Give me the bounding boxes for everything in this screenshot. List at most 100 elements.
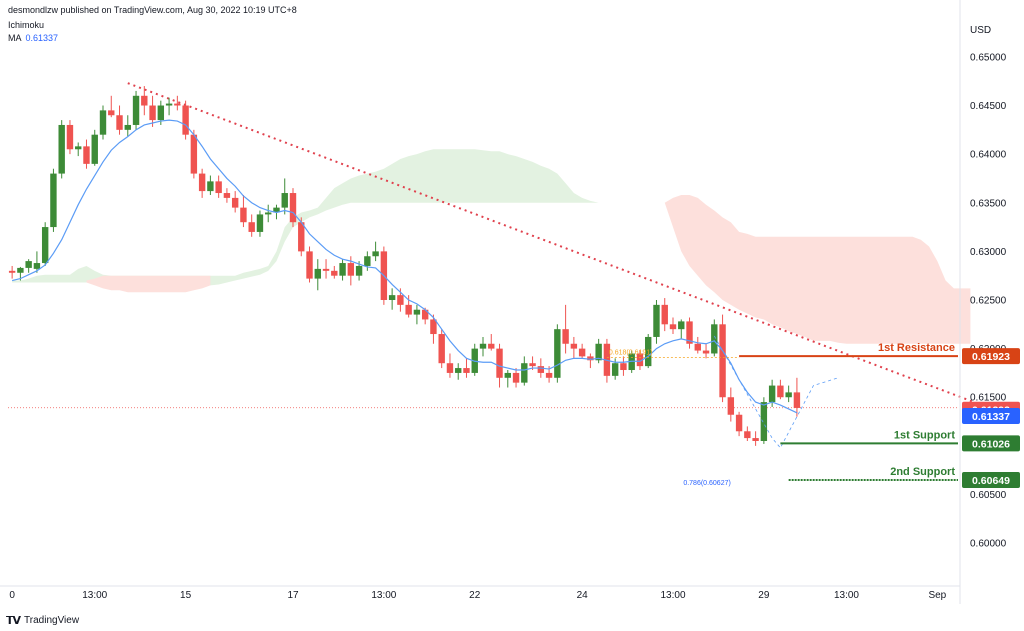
candle-body xyxy=(595,343,602,361)
candle-body xyxy=(289,193,297,223)
candle xyxy=(388,288,396,310)
candle-body xyxy=(512,372,520,383)
candle xyxy=(41,222,49,266)
candle xyxy=(521,356,528,386)
x-tick-label: 0 xyxy=(9,590,15,601)
candle-body xyxy=(58,124,65,174)
candle xyxy=(281,178,288,215)
y-tick-label: 0.62500 xyxy=(970,296,1007,307)
candle-body xyxy=(669,324,677,330)
candle-body xyxy=(8,270,16,273)
candle-body xyxy=(504,372,511,378)
candle xyxy=(455,363,462,380)
candle-body xyxy=(711,324,718,354)
candle-body xyxy=(298,222,305,252)
candle xyxy=(752,431,759,446)
candle xyxy=(8,265,16,279)
candle-body xyxy=(719,324,726,398)
candle-body xyxy=(306,251,313,279)
candle xyxy=(413,304,421,325)
candle xyxy=(322,259,330,279)
indicator-ichimoku[interactable]: Ichimoku xyxy=(8,20,44,30)
time-axis: 0 13:00 15 17 13:00 22 24 13:00 29 13:00 Sep xyxy=(0,585,960,601)
candle-body xyxy=(17,267,24,273)
support-2-price-tag xyxy=(962,471,1020,488)
candle-body xyxy=(141,95,148,106)
candle xyxy=(124,115,131,137)
tradingview-brand[interactable]: 𝗧𝗩 TradingView xyxy=(6,614,79,627)
candle xyxy=(25,259,32,273)
candle-body xyxy=(91,134,98,164)
candle-body xyxy=(124,124,131,130)
resistance-price-tag xyxy=(962,348,1020,365)
candle xyxy=(339,259,346,281)
candle xyxy=(438,329,445,369)
candle xyxy=(562,304,569,354)
candle-body xyxy=(347,263,355,276)
candle xyxy=(512,368,520,388)
candle xyxy=(554,324,561,383)
candle-body xyxy=(372,251,379,257)
candle xyxy=(149,95,156,127)
candle xyxy=(58,120,65,179)
candle-body xyxy=(488,343,495,349)
cloud-bearish xyxy=(86,275,211,293)
candle xyxy=(653,300,660,344)
ma-price-tag-label: 0.61337 xyxy=(972,411,1010,423)
candle-body xyxy=(537,366,545,373)
candle xyxy=(231,191,239,213)
candle-body xyxy=(405,304,412,315)
candle xyxy=(636,350,644,371)
support-2-label: 2nd Support xyxy=(890,466,955,478)
candle-body xyxy=(364,256,371,266)
candle xyxy=(661,298,668,332)
candle xyxy=(595,338,602,364)
tradingview-logo-icon: 𝗧𝗩 xyxy=(6,615,21,627)
support-1-price-tag xyxy=(962,435,1020,452)
x-tick-label: Sep xyxy=(928,590,946,601)
candle xyxy=(645,334,652,369)
y-tick-label: 0.60000 xyxy=(970,539,1007,550)
candle-body xyxy=(397,295,404,305)
indicator-ma[interactable]: MA 0.61337 xyxy=(8,33,58,43)
candle xyxy=(744,426,751,441)
candle-body xyxy=(413,309,421,315)
candle xyxy=(331,265,338,279)
candle-body xyxy=(33,263,41,269)
candle-body xyxy=(355,265,363,276)
candle-body xyxy=(578,348,586,357)
candle-body xyxy=(83,146,90,164)
candle xyxy=(174,95,181,111)
candle xyxy=(620,356,627,376)
candle xyxy=(785,385,792,403)
candle xyxy=(91,129,98,166)
x-tick-label: 17 xyxy=(287,590,299,601)
candle-body xyxy=(207,181,214,192)
candle-body xyxy=(421,309,429,320)
support-1-price-tag-label: 0.61026 xyxy=(972,438,1010,450)
candle-body xyxy=(273,207,280,213)
publisher-line: desmondlzw published on TradingView.com,… xyxy=(8,5,297,15)
candle-body xyxy=(562,329,569,344)
brand-label: TradingView xyxy=(24,615,80,626)
y-tick-label: 0.65000 xyxy=(970,52,1007,63)
ma-price-tag xyxy=(962,408,1020,425)
cloud-bullish xyxy=(12,210,310,289)
candle-body xyxy=(768,385,776,403)
x-tick-label: 22 xyxy=(469,590,481,601)
candle xyxy=(207,175,214,195)
candle-body xyxy=(198,173,206,192)
resistance-price-tag-label: 0.61923 xyxy=(972,351,1010,363)
candle-body xyxy=(388,295,396,300)
candle xyxy=(223,188,231,203)
price-axis: USD 0.65000 0.64500 0.64000 0.63500 0.63000 0.… xyxy=(959,0,1020,604)
candle xyxy=(578,343,586,359)
y-tick-label: 0.61500 xyxy=(970,393,1007,404)
candle-body xyxy=(455,368,462,373)
candle xyxy=(116,105,123,135)
candle xyxy=(240,194,247,228)
candle xyxy=(314,259,321,291)
candle-body xyxy=(165,103,173,106)
candle-body xyxy=(678,321,685,330)
